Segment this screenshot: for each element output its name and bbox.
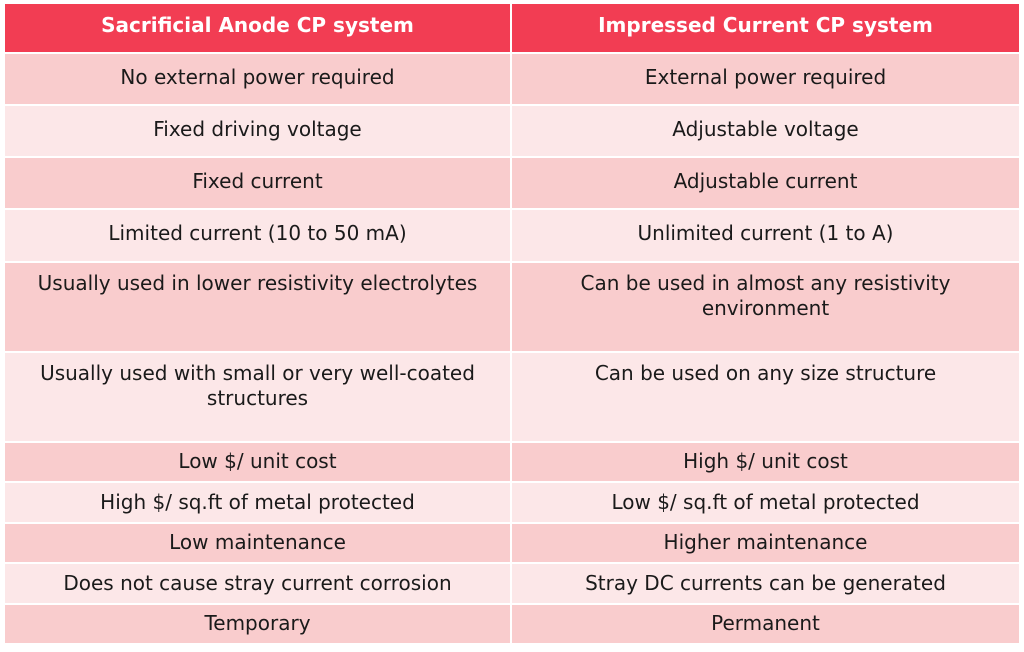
sacrificial-cell: Low $/ unit cost	[3, 441, 512, 483]
table-row: Low maintenance Higher maintenance	[3, 522, 1021, 564]
table-row: Temporary Permanent	[3, 603, 1021, 645]
header-impressed-current: Impressed Current CP system	[510, 2, 1021, 54]
impressed-cell: Can be used in almost any resistivity en…	[510, 261, 1021, 353]
table-row: Usually used in lower resistivity electr…	[3, 261, 1021, 353]
table-row: Does not cause stray current corrosion S…	[3, 562, 1021, 605]
sacrificial-cell: Limited current (10 to 50 mA)	[3, 208, 512, 263]
table-row: Usually used with small or very well-coa…	[3, 351, 1021, 443]
impressed-cell: Higher maintenance	[510, 522, 1021, 564]
header-row: Sacrificial Anode CP system Impressed Cu…	[3, 2, 1021, 54]
table-row: Low $/ unit cost High $/ unit cost	[3, 441, 1021, 483]
header-sacrificial-anode: Sacrificial Anode CP system	[3, 2, 512, 54]
sacrificial-cell: No external power required	[3, 52, 512, 106]
sacrificial-cell: Low maintenance	[3, 522, 512, 564]
table-row: High $/ sq.ft of metal protected Low $/ …	[3, 481, 1021, 524]
sacrificial-cell: Temporary	[3, 603, 512, 645]
impressed-cell: High $/ unit cost	[510, 441, 1021, 483]
table-row: Fixed driving voltage Adjustable voltage	[3, 104, 1021, 158]
impressed-cell: External power required	[510, 52, 1021, 106]
impressed-cell: Adjustable current	[510, 156, 1021, 210]
sacrificial-cell: Usually used with small or very well-coa…	[3, 351, 512, 443]
sacrificial-cell: Usually used in lower resistivity electr…	[3, 261, 512, 353]
table-row: Fixed current Adjustable current	[3, 156, 1021, 210]
sacrificial-cell: Does not cause stray current corrosion	[3, 562, 512, 605]
sacrificial-cell: Fixed driving voltage	[3, 104, 512, 158]
sacrificial-cell: Fixed current	[3, 156, 512, 210]
impressed-cell: Unlimited current (1 to A)	[510, 208, 1021, 263]
impressed-cell: Stray DC currents can be generated	[510, 562, 1021, 605]
impressed-cell: Permanent	[510, 603, 1021, 645]
table-row: Limited current (10 to 50 mA) Unlimited …	[3, 208, 1021, 263]
sacrificial-cell: High $/ sq.ft of metal protected	[3, 481, 512, 524]
table-row: No external power required External powe…	[3, 52, 1021, 106]
impressed-cell: Can be used on any size structure	[510, 351, 1021, 443]
impressed-cell: Adjustable voltage	[510, 104, 1021, 158]
impressed-cell: Low $/ sq.ft of metal protected	[510, 481, 1021, 524]
cp-comparison-table: Sacrificial Anode CP system Impressed Cu…	[3, 2, 1021, 645]
